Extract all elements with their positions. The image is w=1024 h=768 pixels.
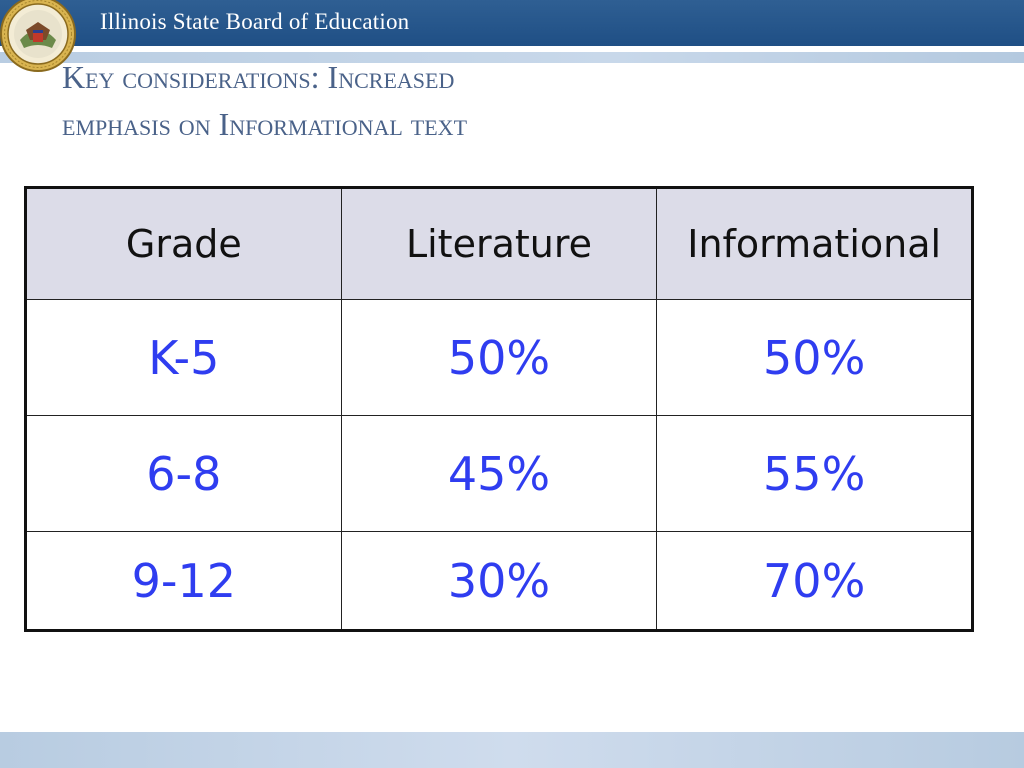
- grade-cell: 9-12: [25, 531, 342, 631]
- literature-cell: 45%: [340, 415, 658, 532]
- column-header-informational: Informational: [656, 187, 973, 300]
- column-header-literature: Literature: [340, 187, 658, 300]
- literature-cell: 50%: [340, 299, 658, 416]
- informational-cell: 50%: [656, 299, 973, 416]
- table-header-row: Grade Literature Informational: [25, 187, 973, 300]
- reading-emphasis-table: Grade Literature Informational K-5 50% 5…: [24, 186, 974, 632]
- table-row: K-5 50% 50%: [25, 299, 973, 416]
- header-stripe: [0, 52, 1024, 63]
- informational-cell: 70%: [656, 531, 973, 631]
- header-title: Illinois State Board of Education: [100, 9, 410, 34]
- slide-title-line-2: emphasis on Informational text: [62, 106, 468, 142]
- slide-title: Key considerations: Increased emphasis o…: [62, 54, 962, 148]
- table-row: 6-8 45% 55%: [25, 415, 973, 532]
- grade-cell: K-5: [25, 299, 342, 416]
- informational-cell: 55%: [656, 415, 973, 532]
- table-row: 9-12 30% 70%: [25, 531, 973, 631]
- column-header-grade: Grade: [25, 187, 342, 300]
- header-bar: Illinois State Board of Education: [0, 0, 1024, 46]
- slide-title-line-1: Key considerations: Increased: [62, 59, 455, 95]
- footer-bar: [0, 732, 1024, 768]
- illinois-state-seal-icon: [0, 0, 76, 72]
- grade-cell: 6-8: [25, 415, 342, 532]
- literature-cell: 30%: [340, 531, 658, 631]
